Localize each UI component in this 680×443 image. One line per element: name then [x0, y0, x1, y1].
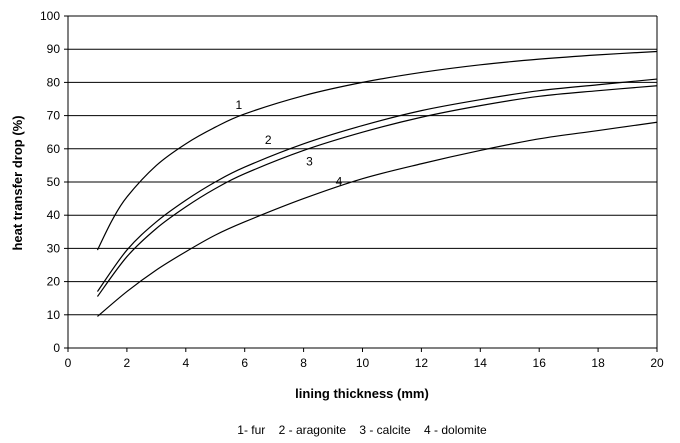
series-label-3: 3: [306, 154, 313, 168]
x-tick-label-14: 14: [474, 356, 488, 370]
y-tick-label-20: 20: [47, 275, 61, 289]
axes: [64, 15, 658, 352]
legend: 1- fur 2 - aragonite 3 - calcite 4 - dol…: [237, 423, 487, 437]
x-tick-label-12: 12: [415, 356, 429, 370]
x-tick-label-6: 6: [241, 356, 248, 370]
y-tick-label-0: 0: [53, 341, 60, 355]
x-tick-label-10: 10: [356, 356, 370, 370]
series-label-1: 1: [235, 98, 242, 112]
series-line-2: [96, 78, 658, 292]
series-label-4: 4: [336, 174, 343, 188]
y-tick-label-30: 30: [47, 241, 61, 255]
y-tick-label-80: 80: [47, 75, 61, 89]
grid-lines: [68, 15, 657, 316]
series-line-1: [96, 50, 658, 251]
x-tick-label-8: 8: [300, 356, 307, 370]
x-tick-label-0: 0: [65, 356, 72, 370]
series-line-4: [97, 121, 658, 317]
series-lines: [96, 50, 658, 317]
series-labels: 1 2 3 4: [235, 98, 342, 188]
x-tick-labels: 0 2 4 6 8 10 12 14 16 18 20: [65, 356, 664, 370]
y-tick-label-10: 10: [47, 308, 61, 322]
x-tick-label-18: 18: [591, 356, 605, 370]
x-tick-label-20: 20: [650, 356, 664, 370]
y-tick-label-70: 70: [47, 109, 61, 123]
x-tick-label-16: 16: [533, 356, 547, 370]
x-tick-label-2: 2: [124, 356, 131, 370]
y-tick-label-100: 100: [40, 9, 60, 23]
x-tick-label-4: 4: [182, 356, 189, 370]
y-tick-label-90: 90: [47, 42, 61, 56]
y-tick-label-50: 50: [47, 175, 61, 189]
series-label-2: 2: [265, 133, 272, 147]
series-line-3: [96, 85, 658, 297]
y-axis-label: heat transfer drop (%): [10, 115, 25, 250]
y-tick-label-40: 40: [47, 208, 61, 222]
x-axis-label: lining thickness (mm): [295, 386, 429, 401]
y-tick-labels: 0 10 20 30 40 50 60 70 80 90 100: [40, 9, 60, 355]
y-tick-label-60: 60: [47, 142, 61, 156]
